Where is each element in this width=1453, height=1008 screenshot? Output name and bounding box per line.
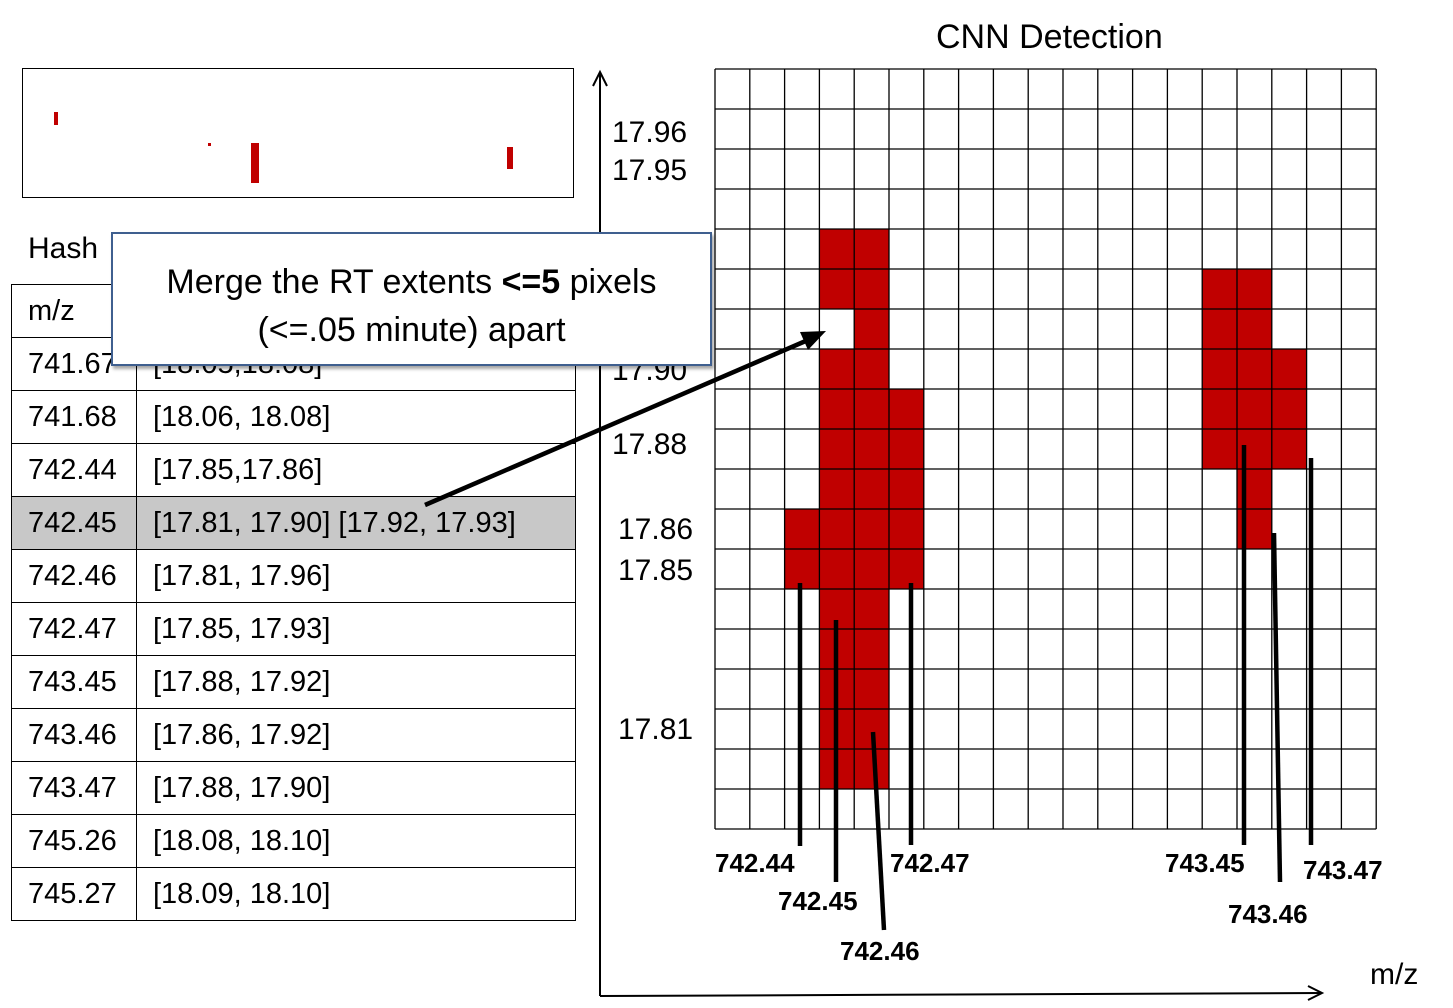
merge-pointer-arrowhead <box>800 331 826 350</box>
detection-preview-image <box>22 68 574 198</box>
detection-cell-742.46 <box>854 669 889 709</box>
detection-cell-742.46 <box>854 349 889 389</box>
detection-cell-743.46 <box>1237 309 1272 349</box>
detection-cell-742.46 <box>854 309 889 349</box>
merge-callout-box: Merge the RT extents <=5 pixels (<=.05 m… <box>111 232 712 366</box>
leader-line-743.46 <box>1271 532 1283 883</box>
leader-line-742.46 <box>870 731 887 931</box>
detection-cell-743.47 <box>1271 349 1307 389</box>
mz-cell: 742.46 <box>11 549 137 603</box>
mz-cell: 743.46 <box>11 708 137 762</box>
detection-cell-742.47 <box>889 549 924 589</box>
mz-label: 742.46 <box>840 936 920 966</box>
detection-cell-742.47 <box>889 509 924 549</box>
rt-range-cell: [18.09, 18.10] <box>136 867 576 921</box>
chart-title: CNN Detection <box>936 18 1163 56</box>
detection-cell-742.46 <box>854 589 889 629</box>
detection-cell-742.45 <box>819 509 855 549</box>
table-row: 745.27 [18.09, 18.10] <box>11 867 576 921</box>
mz-label: 743.45 <box>1165 848 1245 878</box>
rt-range-cell: [17.88, 17.90] <box>136 761 576 815</box>
table-row: 742.45 [17.81, 17.90] [17.92, 17.93] <box>11 496 576 550</box>
detection-cell-743.47 <box>1271 389 1307 429</box>
detection-cell-742.46 <box>854 469 889 509</box>
detection-cell-743.46 <box>1237 269 1272 309</box>
mz-label: 742.44 <box>715 848 795 878</box>
mz-label: 743.46 <box>1228 899 1308 929</box>
x-axis-arrowhead <box>1307 985 1325 1001</box>
hash-table-title: Hash <box>28 232 99 265</box>
detection-cell-742.46 <box>854 549 889 589</box>
callout-line-1: Merge the RT extents <=5 pixels <box>113 258 710 306</box>
detection-cell-742.46 <box>854 429 889 469</box>
preview-spot <box>54 112 58 125</box>
detection-cell-742.46 <box>854 509 889 549</box>
rt-label: 17.88 <box>612 428 688 461</box>
mz-label: 743.47 <box>1303 855 1383 885</box>
detection-cell-743.45 <box>1202 269 1237 309</box>
mz-cell: 745.26 <box>11 814 137 868</box>
callout-text: pixels <box>560 263 657 301</box>
detection-cell-742.47 <box>889 469 924 509</box>
table-row: 742.46 [17.81, 17.96] <box>11 549 576 603</box>
mz-cell: 743.47 <box>11 761 137 815</box>
x-axis-line <box>599 992 1323 997</box>
detection-cell-743.45 <box>1202 349 1237 389</box>
merge-pointer-arrow <box>424 337 809 508</box>
preview-spot <box>208 143 211 146</box>
preview-spot <box>251 143 259 183</box>
rt-range-cell: [17.85, 17.93] <box>136 602 576 656</box>
detection-cell-742.47 <box>889 429 924 469</box>
rt-range-cell: [17.85,17.86] <box>136 443 576 497</box>
rt-label: 17.95 <box>612 154 688 187</box>
detection-cell-743.46 <box>1237 389 1272 429</box>
mz-label: 742.45 <box>778 886 858 916</box>
x-axis-label: m/z <box>1370 958 1419 991</box>
mz-cell: 743.45 <box>11 655 137 709</box>
preview-spot <box>507 147 513 169</box>
table-row: 741.68 [18.06, 18.08] <box>11 390 576 444</box>
detection-cell-743.47 <box>1271 429 1307 469</box>
detection-cell-743.46 <box>1237 349 1272 389</box>
rt-range-cell: [18.06, 18.08] <box>136 390 576 444</box>
detection-cell-742.46 <box>854 269 889 309</box>
detection-cell-742.46 <box>854 229 889 269</box>
rt-range-cell: [17.81, 17.96] <box>136 549 576 603</box>
rt-label: 17.96 <box>612 116 688 149</box>
mz-label: 742.47 <box>890 848 970 878</box>
detection-cell-742.45 <box>819 349 855 389</box>
detection-cell-742.45 <box>819 469 855 509</box>
rt-label: 17.81 <box>618 713 694 746</box>
table-row: 743.47 [17.88, 17.90] <box>11 761 576 815</box>
table-row: 745.26 [18.08, 18.10] <box>11 814 576 868</box>
table-row: 743.46 [17.86, 17.92] <box>11 708 576 762</box>
detection-cell-742.45 <box>819 389 855 429</box>
rt-label: 17.85 <box>618 554 694 587</box>
table-row: 742.47 [17.85, 17.93] <box>11 602 576 656</box>
detection-cell-742.45 <box>819 429 855 469</box>
callout-threshold: <=5 <box>501 263 561 301</box>
callout-line-2: (<=.05 minute) apart <box>257 311 566 349</box>
detection-cell-742.46 <box>854 629 889 669</box>
detection-cell-742.44 <box>784 549 820 589</box>
detection-cell-742.44 <box>784 509 820 549</box>
detection-cell-742.47 <box>889 389 924 429</box>
detection-cell-742.45 <box>819 549 855 589</box>
detection-cell-742.45 <box>819 269 855 309</box>
callout-text: Merge the RT extents <box>166 263 502 301</box>
rt-range-cell: [17.86, 17.92] <box>136 708 576 762</box>
rt-range-cell: [18.08, 18.10] <box>136 814 576 868</box>
detection-cell-742.46 <box>854 749 889 789</box>
rt-label: 17.86 <box>618 513 694 546</box>
detection-cell-743.45 <box>1202 429 1237 469</box>
detection-cell-743.45 <box>1202 389 1237 429</box>
mz-cell: 745.27 <box>11 867 137 921</box>
y-axis-arrowhead <box>592 69 608 87</box>
detection-cell-742.45 <box>819 229 855 269</box>
detection-cell-742.46 <box>854 389 889 429</box>
detection-cell-743.45 <box>1202 309 1237 349</box>
rt-range-cell: [17.81, 17.90] [17.92, 17.93] <box>136 496 576 550</box>
mz-cell: 741.68 <box>11 390 137 444</box>
